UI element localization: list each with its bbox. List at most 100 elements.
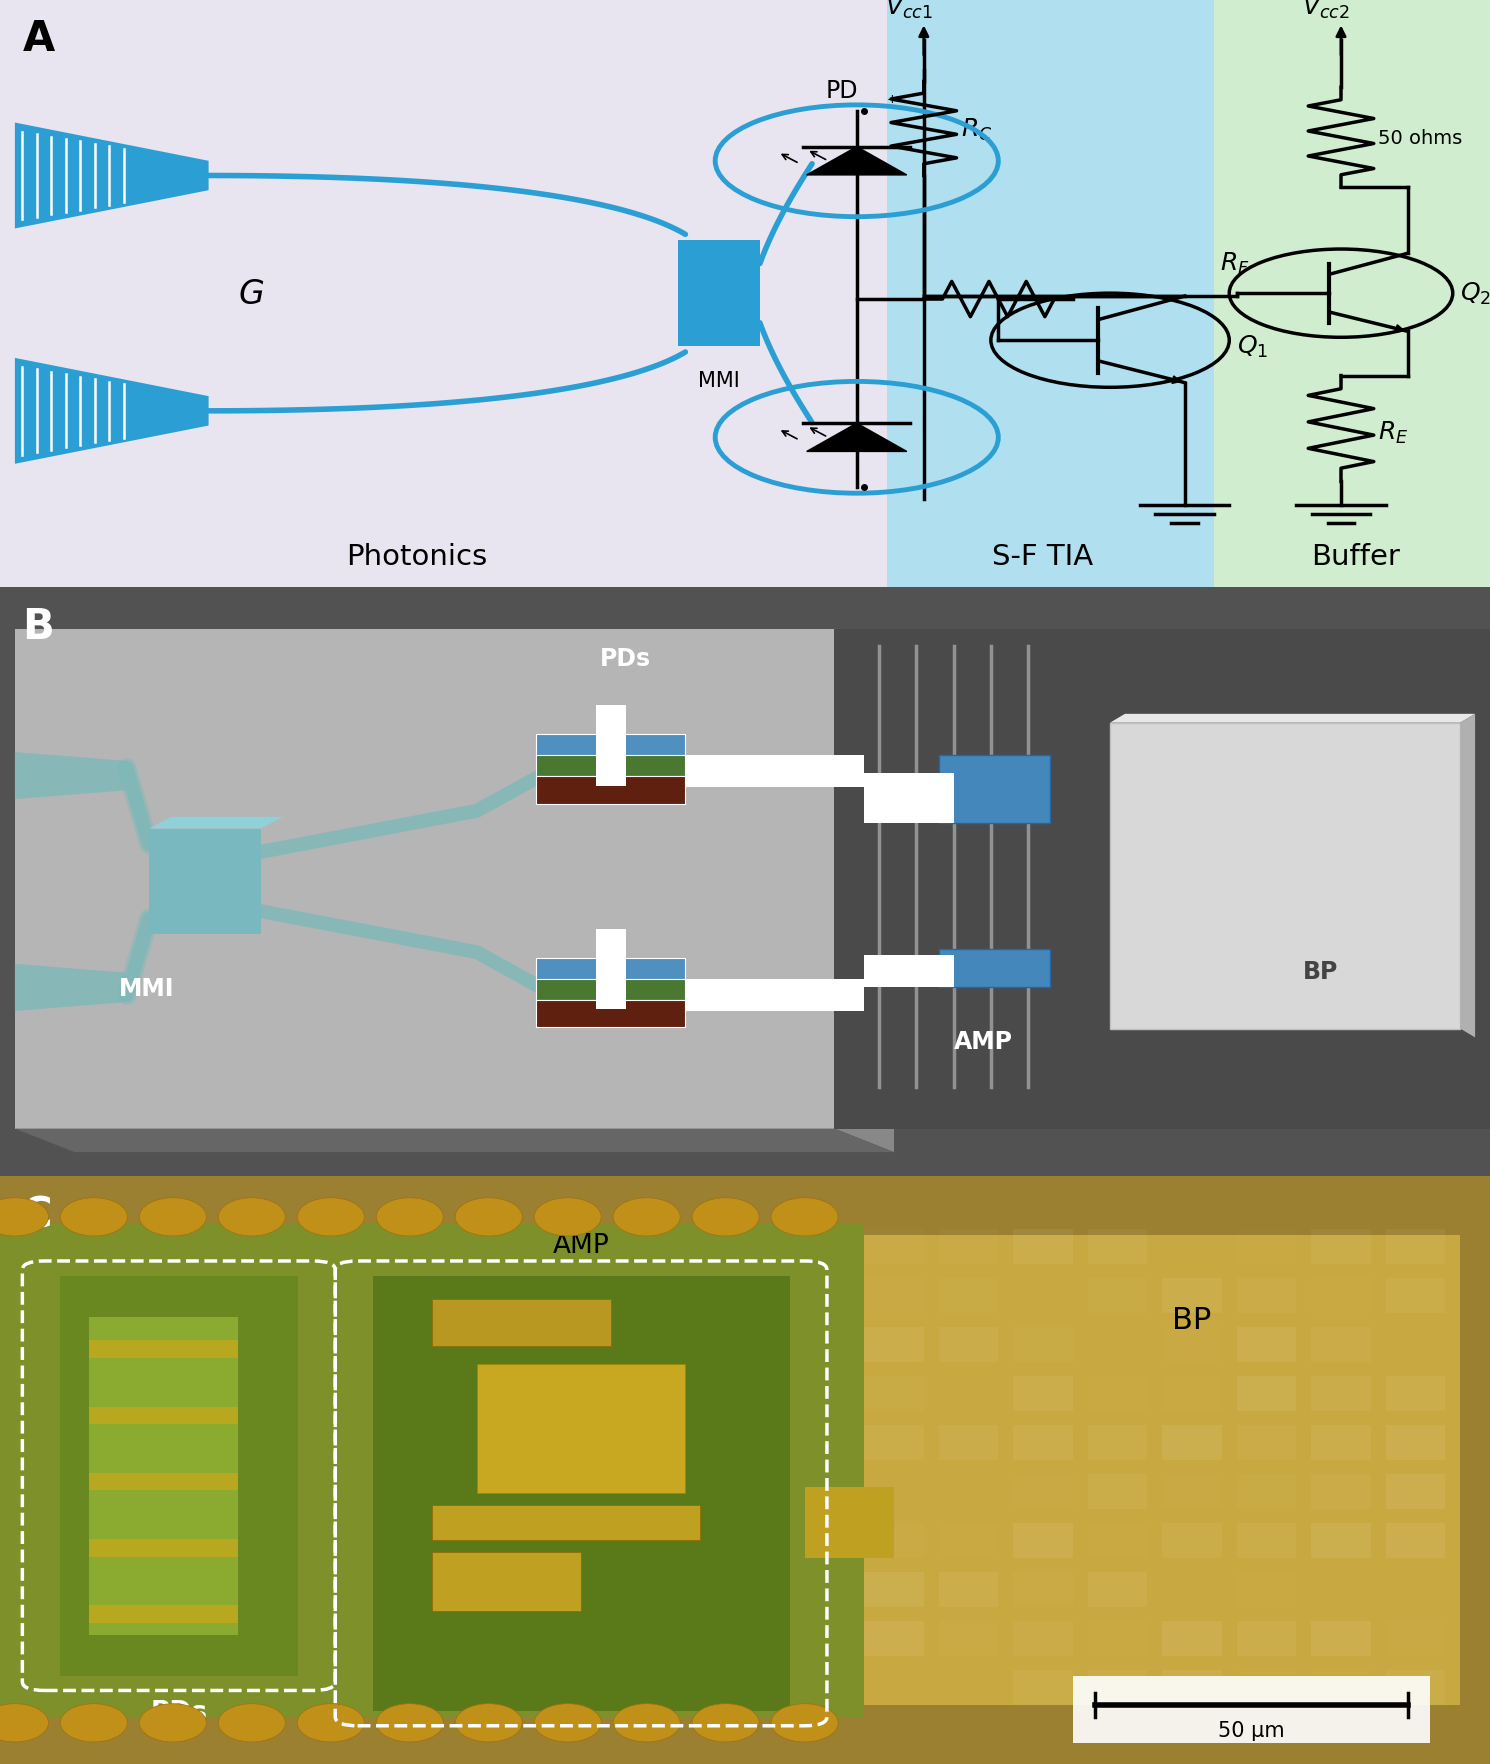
Bar	[1162, 1230, 1222, 1265]
Bar	[1162, 1572, 1222, 1607]
Bar	[536, 776, 685, 804]
Text: $Q_2$: $Q_2$	[1460, 280, 1490, 307]
Text: BP: BP	[1302, 960, 1338, 983]
Ellipse shape	[377, 1198, 444, 1237]
Bar	[1386, 1376, 1445, 1411]
Bar	[1386, 1621, 1445, 1656]
Bar	[0, 0, 887, 587]
Bar	[432, 1505, 700, 1540]
Bar	[1237, 1425, 1296, 1461]
Bar	[1386, 1327, 1445, 1362]
Bar	[89, 1605, 238, 1623]
Bar	[864, 1376, 924, 1411]
Bar	[1088, 1277, 1147, 1312]
Bar	[0, 1222, 864, 1716]
Bar	[477, 1364, 685, 1494]
Ellipse shape	[535, 1704, 602, 1743]
Bar	[864, 1230, 924, 1265]
Polygon shape	[15, 123, 209, 229]
Bar	[536, 734, 685, 757]
Bar	[1088, 1572, 1147, 1607]
Bar	[1088, 1621, 1147, 1656]
Text: PDs: PDs	[600, 647, 651, 670]
Bar	[1237, 1327, 1296, 1362]
Bar	[1013, 1671, 1073, 1706]
Ellipse shape	[140, 1198, 206, 1237]
Text: MMI: MMI	[697, 370, 741, 390]
Ellipse shape	[60, 1704, 128, 1743]
Bar	[536, 755, 685, 776]
Bar	[1088, 1475, 1147, 1510]
Text: C: C	[22, 1194, 54, 1235]
Bar	[1013, 1376, 1073, 1411]
Bar	[1162, 1425, 1222, 1461]
Bar	[939, 1425, 998, 1461]
Text: 50 ohms: 50 ohms	[1378, 129, 1463, 148]
Bar	[536, 958, 685, 981]
Ellipse shape	[693, 1198, 760, 1237]
Text: $Q_1$: $Q_1$	[1237, 333, 1268, 360]
Text: B: B	[22, 605, 54, 647]
Bar	[1013, 1522, 1073, 1558]
Ellipse shape	[456, 1704, 523, 1743]
Bar	[1386, 1572, 1445, 1607]
Bar	[1110, 723, 1460, 1028]
Bar	[1088, 1376, 1147, 1411]
Text: Buffer: Buffer	[1311, 542, 1401, 570]
Bar	[939, 1327, 998, 1362]
Polygon shape	[1460, 714, 1475, 1037]
Bar	[864, 1522, 924, 1558]
Ellipse shape	[60, 1198, 128, 1237]
Bar	[1311, 1475, 1371, 1510]
Bar	[1013, 1230, 1073, 1265]
Bar	[939, 949, 1050, 988]
Bar	[1237, 1475, 1296, 1510]
Bar	[864, 1671, 924, 1706]
Text: $R_F$: $R_F$	[1219, 250, 1249, 277]
Polygon shape	[806, 423, 907, 452]
Text: $R_C$: $R_C$	[961, 116, 992, 143]
Bar	[372, 1275, 790, 1711]
Polygon shape	[1110, 714, 1475, 723]
Bar	[1162, 1621, 1222, 1656]
Polygon shape	[15, 965, 127, 1011]
Text: MMI: MMI	[119, 975, 174, 1000]
Bar	[1311, 1376, 1371, 1411]
Polygon shape	[15, 1129, 894, 1152]
Bar	[1013, 1425, 1073, 1461]
Polygon shape	[834, 630, 894, 1152]
Bar	[536, 979, 685, 1000]
Bar	[1237, 1277, 1296, 1312]
Text: $V_{cc2}$: $V_{cc2}$	[1302, 0, 1350, 21]
Bar	[1311, 1277, 1371, 1312]
Bar	[864, 1475, 924, 1510]
Bar	[864, 773, 954, 824]
Bar	[685, 979, 864, 1011]
Polygon shape	[15, 358, 209, 464]
Bar	[1162, 1277, 1222, 1312]
Bar	[864, 1327, 924, 1362]
Bar	[89, 1341, 238, 1358]
Text: $^+$: $^+$	[884, 93, 897, 111]
Text: A: A	[22, 18, 55, 60]
Ellipse shape	[0, 1198, 48, 1237]
Text: PD: PD	[825, 79, 858, 102]
Bar	[1386, 1425, 1445, 1461]
Bar	[805, 1487, 894, 1558]
Bar	[1088, 1522, 1147, 1558]
Bar	[939, 1475, 998, 1510]
Ellipse shape	[693, 1704, 760, 1743]
Polygon shape	[149, 817, 283, 829]
Polygon shape	[15, 630, 834, 1129]
Bar	[1311, 1671, 1371, 1706]
Polygon shape	[149, 829, 261, 935]
Bar	[939, 1572, 998, 1607]
Bar	[1311, 1522, 1371, 1558]
Bar	[1162, 1327, 1222, 1362]
Bar	[1237, 1621, 1296, 1656]
Bar	[678, 242, 760, 348]
Bar	[1013, 1277, 1073, 1312]
Ellipse shape	[298, 1198, 365, 1237]
Bar	[939, 1522, 998, 1558]
Bar	[864, 1235, 1460, 1706]
